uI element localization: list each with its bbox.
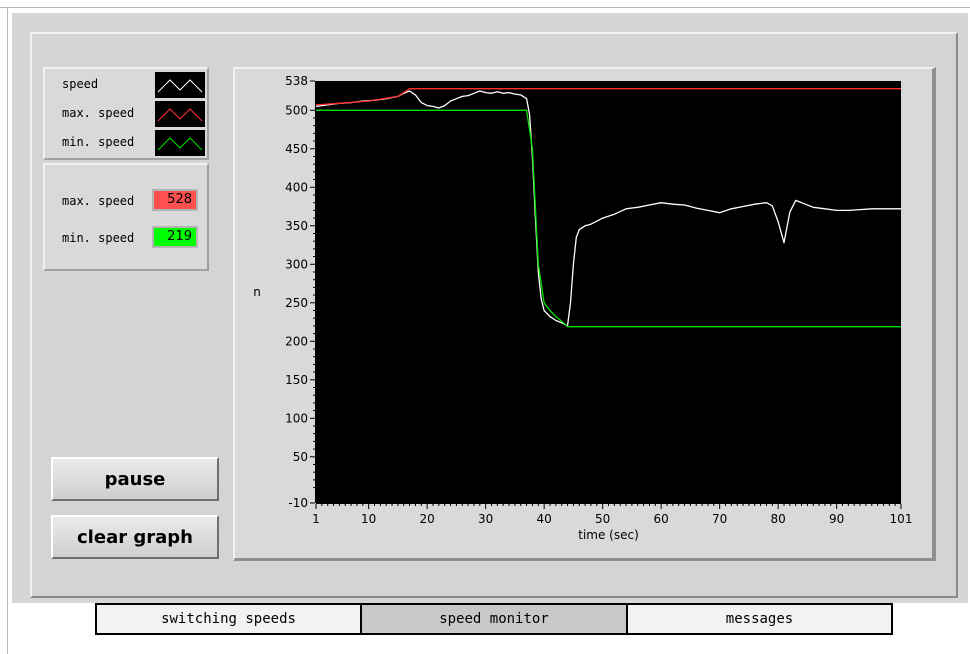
min-speed-indicator: 219 (152, 226, 198, 248)
legend-swatch-min-speed (155, 130, 205, 156)
series-line-min-speed (316, 109, 901, 328)
clear-graph-button[interactable]: clear graph (51, 515, 219, 559)
window-top-border (0, 7, 970, 8)
y-tick-label: 350 (285, 219, 308, 233)
x-tick-label: 90 (829, 512, 844, 526)
x-tick-label: 40 (537, 512, 552, 526)
series-line-max-speed (315, 88, 901, 106)
x-tick-label: 10 (361, 512, 376, 526)
legend-item-max-speed: max. speed (45, 99, 207, 128)
speed-limits-cluster: max. speed 528 min. speed 219 (43, 163, 209, 271)
speed-chart[interactable]: 538 500 450 400 350 300 250 200 150 100 50 -10 1 10 20… (235, 69, 932, 558)
window-left-border (7, 7, 8, 654)
y-tick-label: 50 (293, 450, 308, 464)
pause-button[interactable]: pause (51, 457, 219, 501)
legend-swatch-speed (155, 72, 205, 98)
y-tick-label: 250 (285, 296, 308, 310)
min-speed-label: min. speed (62, 231, 135, 245)
x-tick-label: 60 (654, 512, 669, 526)
tab-messages[interactable]: messages (626, 603, 893, 635)
y-tick-label: 450 (285, 142, 308, 156)
y-tick-label: 200 (285, 334, 308, 348)
tab-switching-speeds[interactable]: switching speeds (95, 603, 362, 635)
legend-label: speed (62, 77, 99, 91)
y-tick-label: 100 (285, 411, 308, 425)
max-speed-label: max. speed (62, 194, 135, 208)
x-tick-label: 30 (478, 512, 493, 526)
x-tick-label: 80 (771, 512, 786, 526)
y-tick-label: 400 (285, 180, 308, 194)
series-line-speed (315, 90, 901, 327)
y-tick-label: 300 (285, 257, 308, 271)
x-axis-label: time (sec) (578, 528, 639, 542)
y-tick-label: 538 (285, 74, 308, 88)
y-axis-label: n (253, 285, 261, 299)
x-tick-label: 101 (890, 512, 913, 526)
speed-graph-panel: 538 500 450 400 350 300 250 200 150 100 50 -10 1 10 20… (233, 67, 936, 561)
y-tick-label: 500 (285, 103, 308, 117)
x-tick-label: 20 (420, 512, 435, 526)
y-tick-label: -10 (288, 496, 308, 510)
x-tick-label: 70 (712, 512, 727, 526)
plot-area (316, 81, 901, 503)
legend-item-min-speed: min. speed (45, 128, 207, 157)
x-tick-label: 50 (595, 512, 610, 526)
y-tick-label: 150 (285, 373, 308, 387)
legend-item-speed: speed (45, 70, 207, 99)
legend-label: min. speed (62, 135, 135, 149)
legend-swatch-max-speed (155, 101, 205, 127)
tab-speed-monitor[interactable]: speed monitor (360, 603, 628, 635)
plot-legend: speed max. speed min. speed (43, 67, 209, 160)
legend-label: max. speed (62, 106, 135, 120)
max-speed-indicator: 528 (152, 189, 198, 211)
x-tick-label: 1 (312, 512, 320, 526)
